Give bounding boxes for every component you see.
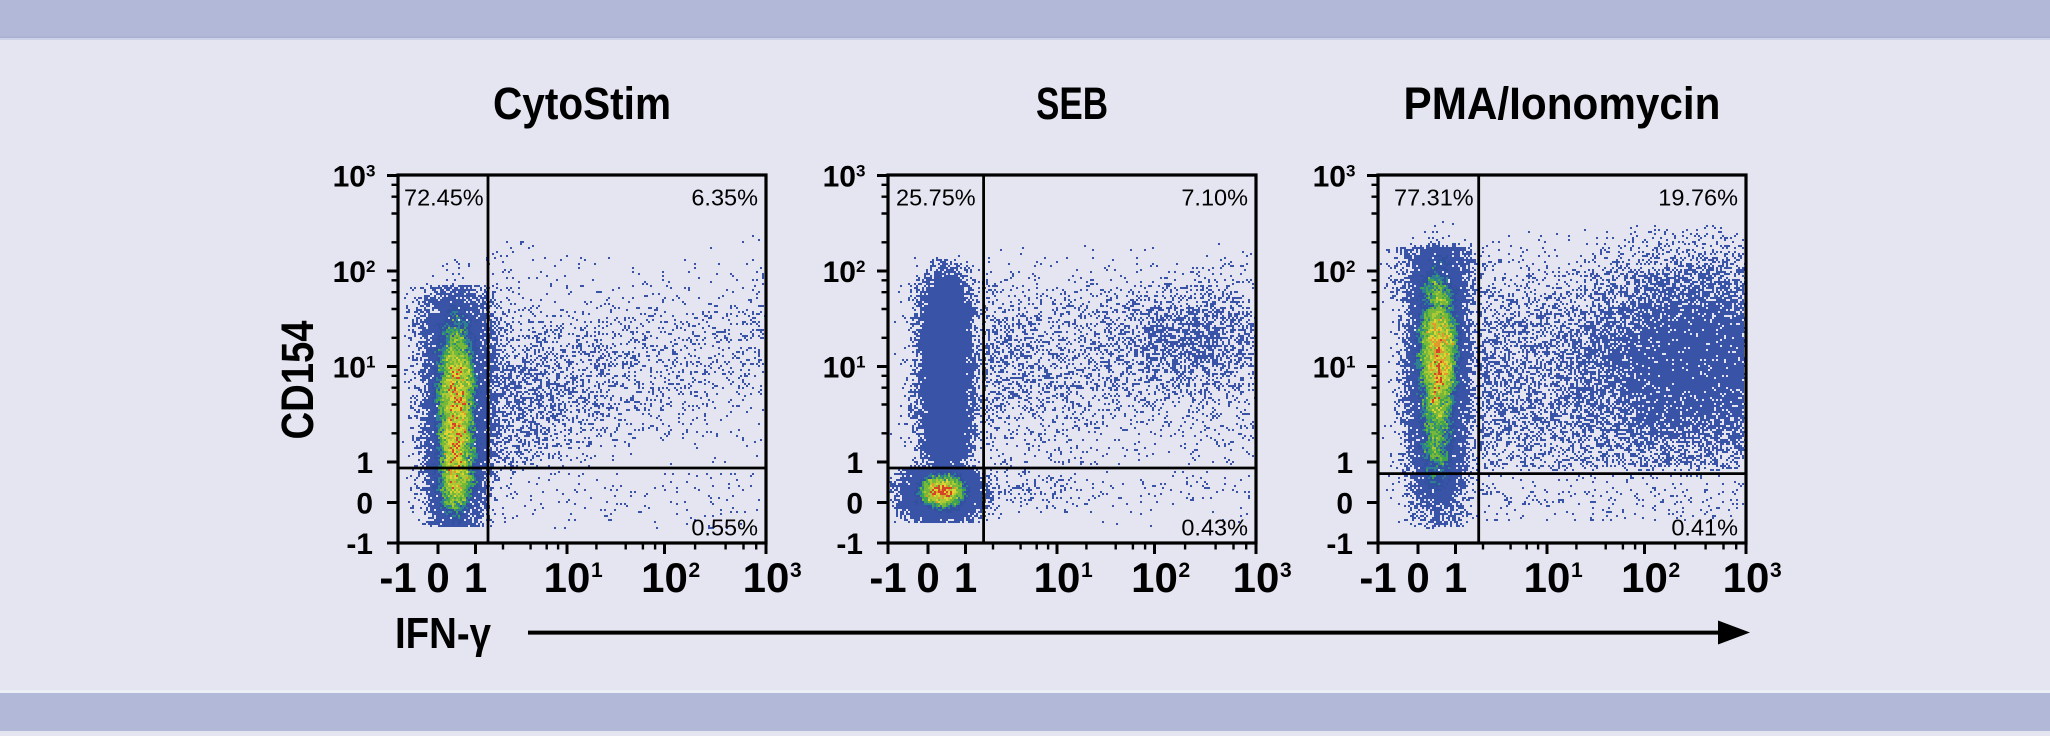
svg-text:10: 10 [823, 161, 856, 194]
svg-text:-1: -1 [869, 554, 906, 601]
svg-text:0: 0 [846, 488, 863, 521]
svg-text:PMA/Ionomycin: PMA/Ionomycin [1404, 78, 1721, 129]
svg-text:10: 10 [823, 352, 856, 385]
svg-text:10: 10 [1131, 554, 1178, 601]
svg-text:2: 2 [366, 257, 375, 276]
svg-text:10: 10 [1621, 554, 1668, 601]
svg-text:7.10%: 7.10% [1181, 185, 1248, 211]
svg-text:1: 1 [464, 554, 487, 601]
svg-text:IFN-γ: IFN-γ [395, 609, 491, 658]
svg-text:10: 10 [1723, 554, 1770, 601]
svg-text:0: 0 [426, 554, 449, 601]
svg-text:10: 10 [333, 161, 366, 194]
svg-text:10: 10 [1524, 554, 1571, 601]
svg-text:2: 2 [1179, 559, 1191, 582]
svg-text:2: 2 [1346, 257, 1355, 276]
svg-text:10: 10 [333, 256, 366, 289]
svg-text:1: 1 [356, 447, 373, 480]
svg-text:0: 0 [356, 488, 373, 521]
svg-text:10: 10 [1034, 554, 1081, 601]
svg-text:1: 1 [366, 353, 375, 372]
svg-text:-1: -1 [1359, 554, 1396, 601]
svg-text:1: 1 [1081, 559, 1093, 582]
svg-text:1: 1 [1571, 559, 1583, 582]
svg-text:10: 10 [641, 554, 688, 601]
svg-text:SEB: SEB [1036, 78, 1108, 129]
svg-text:1: 1 [846, 447, 863, 480]
svg-text:0.55%: 0.55% [691, 515, 758, 541]
svg-text:-1: -1 [379, 554, 416, 601]
svg-text:0.43%: 0.43% [1181, 515, 1248, 541]
svg-text:10: 10 [1233, 554, 1280, 601]
svg-text:3: 3 [856, 162, 865, 181]
svg-text:3: 3 [1346, 162, 1355, 181]
svg-text:10: 10 [1313, 161, 1346, 194]
svg-text:6.35%: 6.35% [691, 185, 758, 211]
svg-text:2: 2 [856, 257, 865, 276]
svg-text:1: 1 [1336, 447, 1353, 480]
svg-text:3: 3 [1770, 559, 1782, 582]
svg-text:10: 10 [823, 256, 856, 289]
svg-text:0: 0 [916, 554, 939, 601]
svg-text:1: 1 [954, 554, 977, 601]
svg-text:0.41%: 0.41% [1671, 515, 1738, 541]
svg-text:77.31%: 77.31% [1394, 185, 1474, 211]
svg-text:25.75%: 25.75% [896, 185, 976, 211]
svg-text:-1: -1 [346, 528, 373, 561]
svg-text:1: 1 [856, 353, 865, 372]
svg-text:3: 3 [366, 162, 375, 181]
svg-text:72.45%: 72.45% [404, 185, 484, 211]
svg-text:3: 3 [790, 559, 802, 582]
svg-text:19.76%: 19.76% [1658, 185, 1738, 211]
svg-text:2: 2 [689, 559, 701, 582]
svg-text:0: 0 [1336, 488, 1353, 521]
svg-text:10: 10 [333, 352, 366, 385]
svg-text:2: 2 [1669, 559, 1681, 582]
svg-text:10: 10 [1313, 352, 1346, 385]
svg-text:1: 1 [1444, 554, 1467, 601]
svg-text:1: 1 [1346, 353, 1355, 372]
svg-text:10: 10 [1313, 256, 1346, 289]
svg-text:-1: -1 [1326, 528, 1353, 561]
svg-text:-1: -1 [836, 528, 863, 561]
svg-text:3: 3 [1280, 559, 1292, 582]
svg-text:CD154: CD154 [272, 321, 323, 440]
svg-text:1: 1 [591, 559, 603, 582]
svg-text:CytoStim: CytoStim [493, 78, 671, 129]
svg-text:10: 10 [743, 554, 790, 601]
svg-text:10: 10 [544, 554, 591, 601]
svg-text:0: 0 [1406, 554, 1429, 601]
